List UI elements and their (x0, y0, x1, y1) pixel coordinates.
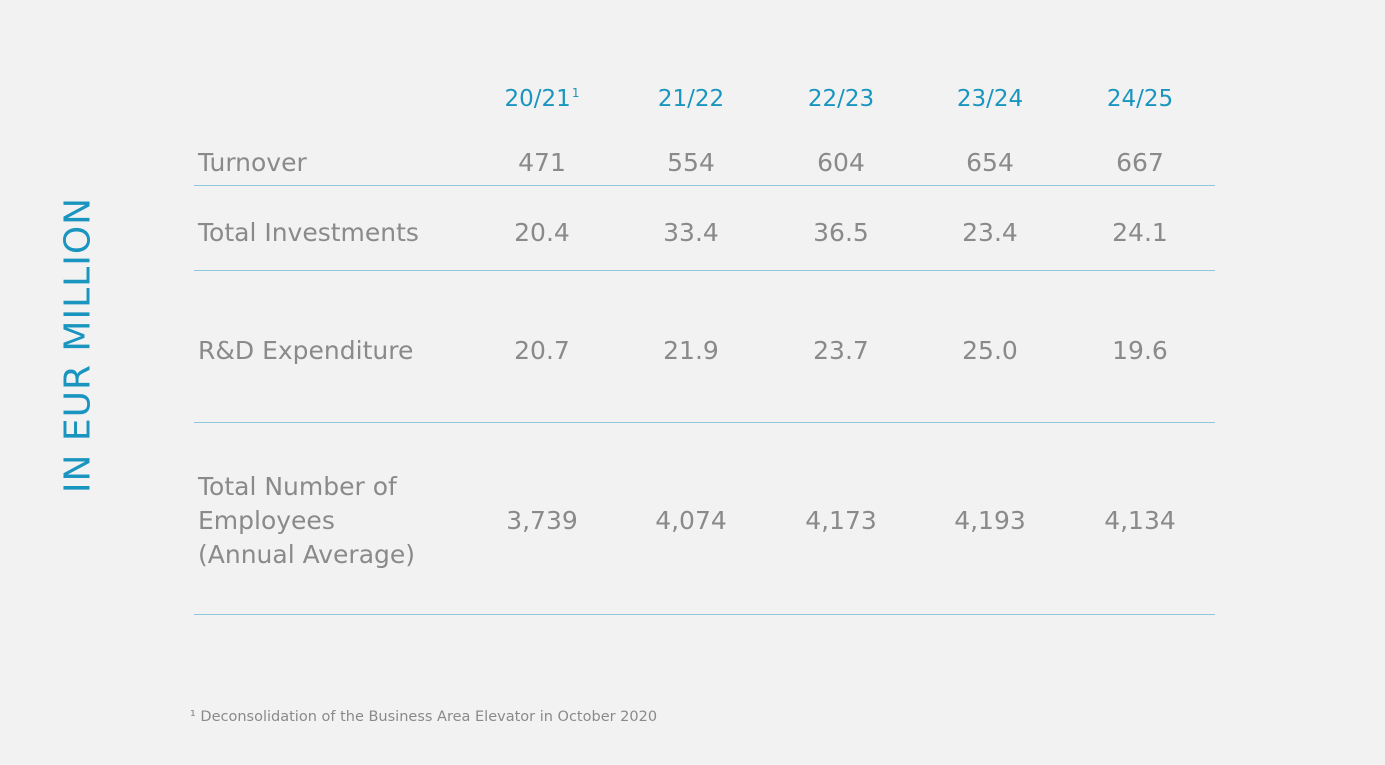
table-cell: 36.5 (813, 218, 869, 247)
table-cell: 4,134 (1104, 506, 1176, 535)
table-row: Total Investments 20.4 33.4 36.5 23.4 24… (194, 186, 1215, 271)
table-cell: 33.4 (663, 218, 719, 247)
table-row: Total Number of Employees (Annual Averag… (194, 423, 1215, 615)
table-cell: 21.9 (663, 336, 719, 365)
row-label: Total Number of (198, 472, 397, 501)
table-cell: 604 (817, 148, 865, 177)
row-label: Total Investments (198, 218, 419, 247)
table-cell: 23.7 (813, 336, 869, 365)
table-cell: 3,739 (506, 506, 578, 535)
row-label: (Annual Average) (198, 540, 416, 569)
table-cell: 554 (667, 148, 715, 177)
table-cell: 19.6 (1112, 336, 1168, 365)
column-header-label: 20/21 (504, 86, 571, 112)
row-label: R&D Expenditure (198, 336, 414, 365)
column-header-label: 21/22 (657, 86, 725, 112)
footnote: ¹ Deconsolidation of the Business Area E… (190, 709, 658, 725)
table-cell: 4,193 (954, 506, 1026, 535)
column-header-label: 22/23 (807, 86, 875, 112)
table-cell: 20.7 (514, 336, 570, 365)
table-cell: 24.1 (1112, 218, 1168, 247)
table-cell: 4,173 (805, 506, 877, 535)
column-header: 24/25 (1075, 86, 1205, 112)
row-label: Employees (198, 506, 335, 535)
column-header: 21/22 (626, 86, 756, 112)
table-header: 20/211 21/22 22/23 23/24 24/25 (194, 70, 1215, 130)
column-header: 20/211 (477, 86, 607, 112)
table-cell: 20.4 (514, 218, 570, 247)
table-cell: 23.4 (962, 218, 1018, 247)
table-cell: 667 (1116, 148, 1164, 177)
table-cell: 471 (518, 148, 566, 177)
table-cell: 4,074 (655, 506, 727, 535)
row-label: Turnover (198, 148, 307, 177)
column-header: 23/24 (925, 86, 1055, 112)
column-header-label: 23/24 (956, 86, 1024, 112)
financial-table: 20/211 21/22 22/23 23/24 24/25 Turnover … (194, 70, 1215, 615)
column-header: 22/23 (776, 86, 906, 112)
table-row: R&D Expenditure 20.7 21.9 23.7 25.0 19.6 (194, 271, 1215, 423)
unit-label: IN EUR MILLION (57, 196, 99, 494)
table-row: Turnover 471 554 604 654 667 (194, 130, 1215, 186)
column-header-label: 24/25 (1106, 86, 1174, 112)
footnote-marker: 1 (571, 86, 580, 100)
table-cell: 654 (966, 148, 1014, 177)
table-cell: 25.0 (962, 336, 1018, 365)
